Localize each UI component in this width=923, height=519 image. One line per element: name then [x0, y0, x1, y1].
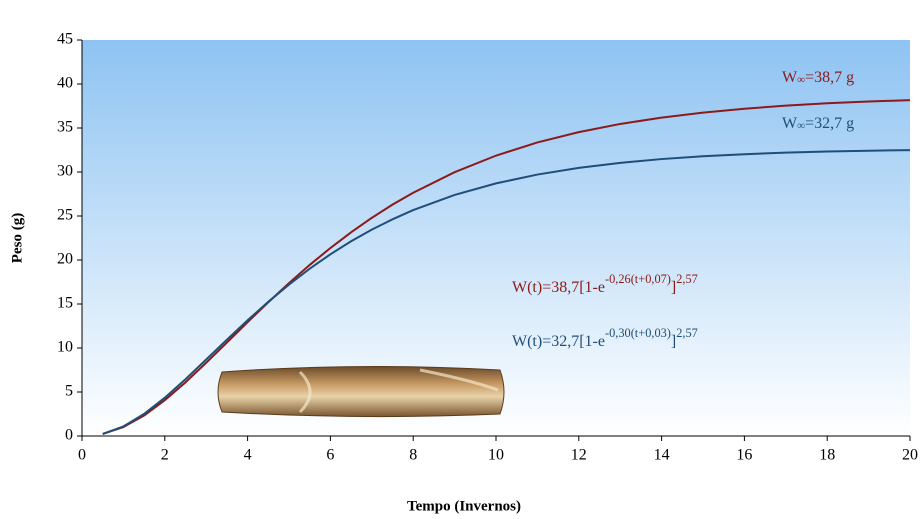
y-tick-label: 40: [57, 75, 73, 92]
x-tick-label: 4: [244, 447, 252, 464]
x-tick-label: 0: [78, 447, 86, 464]
shell-shape: [217, 365, 505, 418]
y-tick-label: 45: [57, 31, 73, 48]
annotation-part: =38,7 g: [805, 69, 854, 86]
annotation-part: W(t)=32,7[1-e: [512, 333, 605, 350]
x-tick-label: 20: [902, 447, 918, 464]
x-tick-label: 14: [654, 447, 670, 464]
annotation-part: W(t)=38,7[1-e: [512, 279, 605, 296]
annotation-part: W: [782, 69, 798, 86]
annotation: W(t)=32,7[1-e-0,30(t+0,03)]2,57: [512, 326, 698, 350]
annotation: W(t)=38,7[1-e-0,26(t+0,07)]2,57: [512, 272, 698, 296]
y-tick-label: 0: [65, 427, 73, 444]
annotation-part: ]: [671, 279, 676, 296]
x-tick-label: 18: [819, 447, 835, 464]
annotation-part: ∞: [797, 74, 805, 86]
x-tick-label: 6: [326, 447, 334, 464]
x-tick-label: 2: [161, 447, 169, 464]
x-tick-label: 16: [736, 447, 752, 464]
annotation-part: 2,57: [676, 326, 698, 340]
annotation-part: =32,7 g: [805, 115, 854, 132]
x-tick-label: 10: [488, 447, 504, 464]
annotation-part: -0,30(t+0,03): [605, 326, 671, 340]
shell-image: [217, 365, 505, 418]
annotation-part: 2,57: [676, 272, 698, 286]
annotation: W∞=38,7 g: [782, 69, 854, 87]
y-axis-title: Peso (g): [9, 213, 25, 263]
series-line: [102, 149, 911, 435]
y-tick-label: 5: [65, 383, 73, 400]
y-tick-label: 25: [57, 207, 73, 224]
x-tick-label: 12: [571, 447, 587, 464]
annotation-part: ∞: [797, 120, 805, 132]
series-line: [102, 99, 911, 435]
y-tick-label: 15: [57, 295, 73, 312]
x-tick-label: 8: [409, 447, 417, 464]
annotation-part: -0,26(t+0,07): [605, 272, 671, 286]
annotation-part: W: [782, 115, 798, 132]
y-tick-label: 35: [57, 119, 73, 136]
y-tick-label: 20: [57, 251, 73, 268]
shell-highlight: [298, 368, 499, 414]
x-axis-title: Tempo (Invernos): [407, 498, 521, 514]
y-tick-label: 10: [57, 339, 73, 356]
y-tick-label: 30: [57, 163, 73, 180]
annotation-part: ]: [671, 333, 676, 350]
annotation: W∞=32,7 g: [782, 115, 854, 133]
